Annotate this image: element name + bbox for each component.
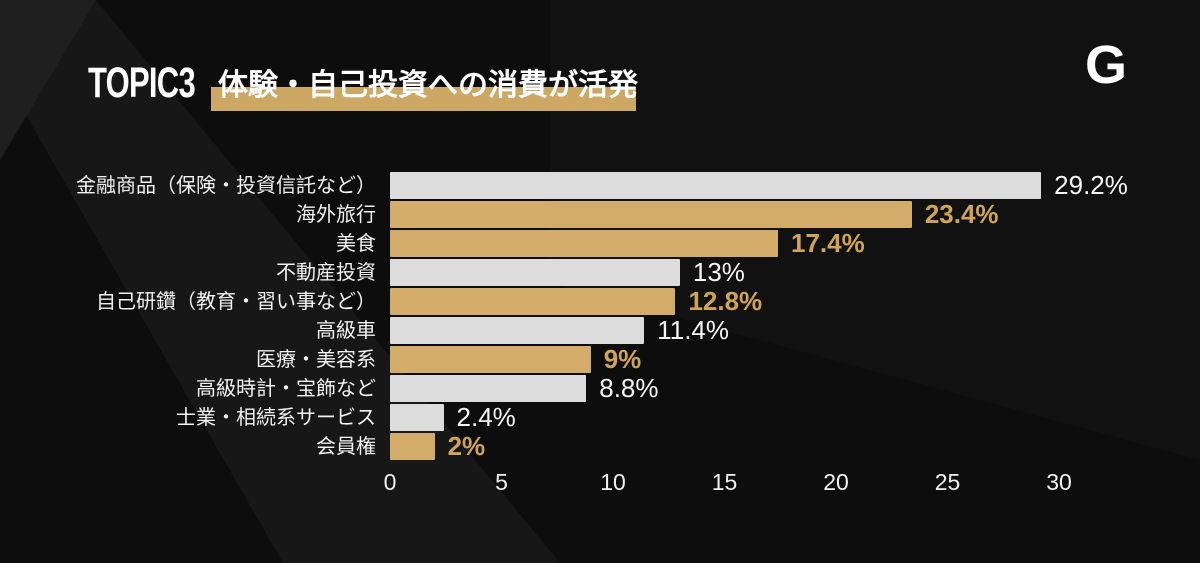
bar-gold <box>390 346 591 373</box>
bar-gray <box>390 172 1042 199</box>
value-label: 9% <box>603 344 642 374</box>
x-axis-tick: 25 <box>934 469 961 495</box>
category-label: 不動産投資 <box>276 262 376 284</box>
chart-row: 高級車 11.4% <box>0 315 1200 345</box>
x-axis-tick: 10 <box>600 469 626 495</box>
bar-gold <box>390 433 435 460</box>
value-label: 11.4% <box>657 315 730 345</box>
x-axis-tick: 20 <box>823 469 849 495</box>
value-label: 2% <box>447 431 486 461</box>
bar-gray <box>390 259 680 286</box>
x-axis-tick: 30 <box>1046 469 1072 495</box>
chart-row: 会員権 2% <box>0 431 1200 461</box>
bar-gray <box>390 404 444 431</box>
category-label: 美食 <box>336 233 376 255</box>
x-axis-tick: 5 <box>495 469 508 495</box>
value-label: 29.2% <box>1054 170 1128 200</box>
chart-row: 海外旅行 23.4% <box>0 199 1200 229</box>
topic-label: TOPIC3 <box>88 59 196 107</box>
brand-logo-g: G <box>1085 35 1128 95</box>
x-axis-tick: 0 <box>383 469 397 495</box>
chart-row: 美食 17.4% <box>0 228 1200 258</box>
title-block: 体験・自己投資への消費が活発 <box>211 69 678 114</box>
chart-row: 士業・相続系サービス 2.4% <box>0 402 1200 432</box>
category-label: 金融商品（保険・投資信託など） <box>76 175 376 197</box>
category-label: 会員権 <box>316 436 376 458</box>
chart-row: 自己研鑽（教育・習い事など） 12.8% <box>0 286 1200 316</box>
value-label: 8.8% <box>599 373 659 403</box>
horizontal-bar-chart: 金融商品（保険・投資信託など） 29.2% 海外旅行 23.4% 美食 17.4% 不動産投… <box>0 170 1200 464</box>
x-axis-tick: 15 <box>711 469 738 495</box>
category-label: 高級車 <box>316 320 376 342</box>
value-label: 2.4% <box>456 402 516 432</box>
title-gold-highlight <box>211 87 636 111</box>
value-label: 17.4% <box>791 228 865 258</box>
category-label: 医療・美容系 <box>256 349 376 371</box>
value-label: 23.4% <box>924 199 999 229</box>
chart-row: 医療・美容系 9% <box>0 344 1200 374</box>
chart-row: 金融商品（保険・投資信託など） 29.2% <box>0 170 1200 200</box>
bar-gray <box>390 375 587 402</box>
bar-gray <box>390 317 645 344</box>
category-label: 士業・相続系サービス <box>176 407 376 429</box>
category-label: 高級時計・宝飾など <box>196 378 376 400</box>
bar-gold <box>390 288 676 315</box>
category-label: 海外旅行 <box>296 204 376 226</box>
page-title: 体験・自己投資への消費が活発 <box>218 69 638 102</box>
x-axis: 0 5 10 15 20 25 30 <box>0 466 1200 498</box>
bar-gold <box>390 201 912 228</box>
category-label: 自己研鑽（教育・習い事など） <box>96 291 376 313</box>
value-label: 12.8% <box>688 286 763 316</box>
chart-row: 不動産投資 13% <box>0 257 1200 287</box>
chart-row: 高級時計・宝飾など 8.8% <box>0 373 1200 403</box>
bar-gold <box>390 230 779 257</box>
value-label: 13% <box>692 257 745 287</box>
